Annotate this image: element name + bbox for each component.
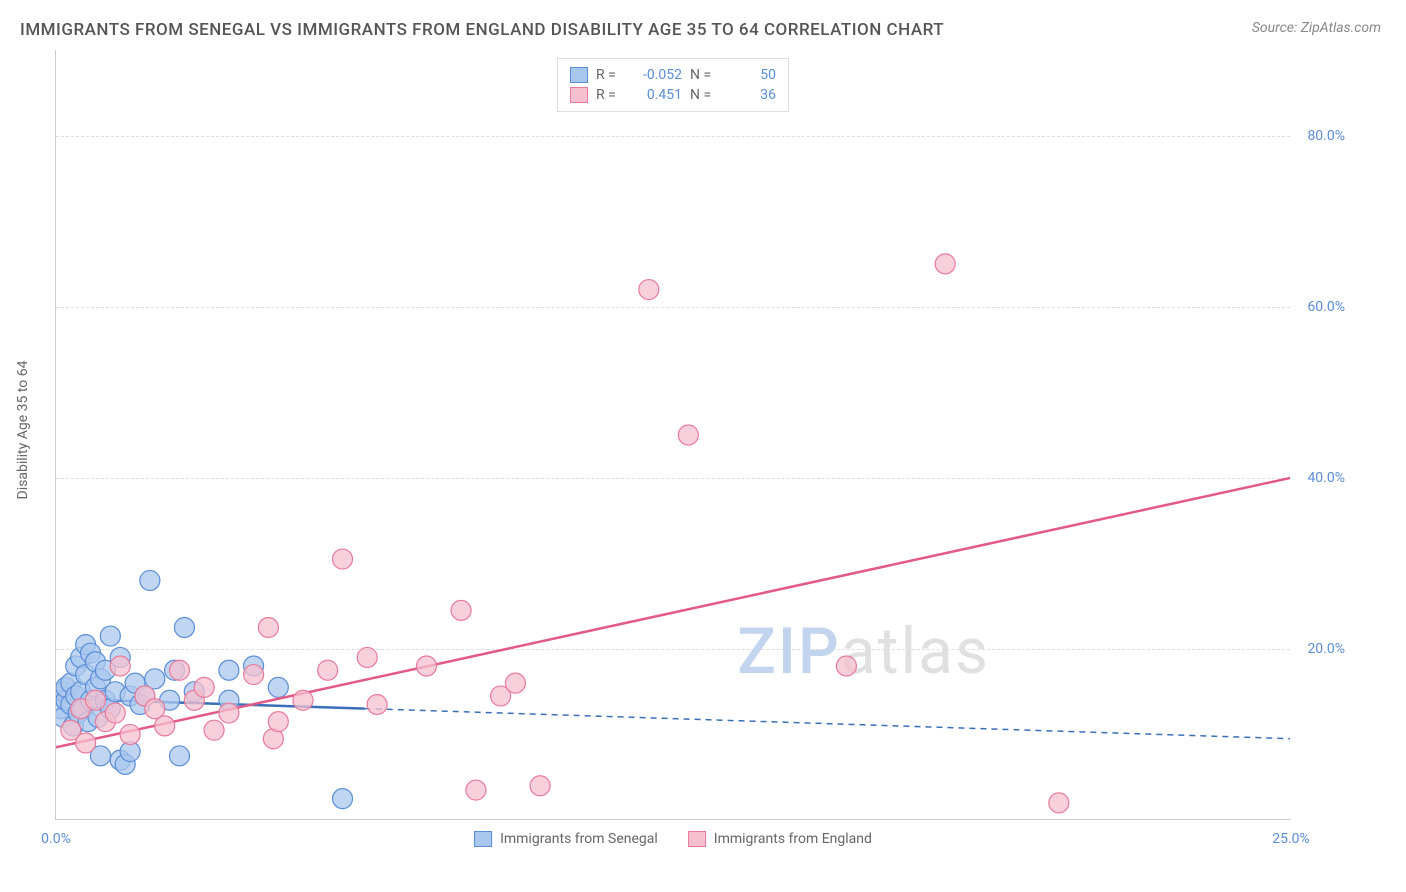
data-point-england [417,656,437,676]
data-point-england [639,280,659,300]
data-point-england [76,733,96,753]
data-point-england [678,425,698,445]
y-tick-label: 40.0% [1307,470,1345,486]
data-point-england [367,695,387,715]
data-point-england [194,677,214,697]
data-point-senegal [268,677,288,697]
legend-swatch-senegal [474,831,492,847]
data-point-senegal [219,660,239,680]
n-label: N = [690,67,718,83]
data-point-senegal [174,618,194,638]
data-point-senegal [140,570,160,590]
data-point-england [219,703,239,723]
source-attribution: Source: ZipAtlas.com [1252,20,1381,36]
data-point-england [244,665,264,685]
trend-line-dashed-senegal [365,709,1290,739]
legend-swatch-england [688,831,706,847]
series-legend-item: Immigrants from England [688,831,872,847]
data-point-england [451,600,471,620]
data-point-england [530,776,550,796]
y-tick-label: 80.0% [1307,128,1345,144]
data-point-england [204,720,224,740]
trend-line-england [56,478,1290,748]
chart-area: Disability Age 35 to 64 ZIPatlas R = -0.… [55,50,1340,820]
correlation-legend-row: R = -0.052 N = 50 [570,65,776,85]
data-point-england [1049,793,1069,813]
y-tick-label: 20.0% [1307,641,1345,657]
r-label: R = [596,87,624,103]
data-point-senegal [100,626,120,646]
legend-swatch-england [570,87,588,103]
x-tick-label: 25.0% [1272,831,1310,847]
data-point-england [357,647,377,667]
data-point-england [120,724,140,744]
data-point-england [105,703,125,723]
r-value: -0.052 [632,67,682,83]
data-point-england [293,690,313,710]
correlation-legend-row: R = 0.451 N = 36 [570,85,776,105]
plot-region: ZIPatlas R = -0.052 N = 50 R = 0.451 N =… [55,50,1290,820]
data-point-england [268,712,288,732]
n-value: 50 [726,67,776,83]
data-point-england [935,254,955,274]
series-legend-item: Immigrants from Senegal [474,831,658,847]
y-axis-label: Disability Age 35 to 64 [15,361,31,500]
data-point-england [170,660,190,680]
x-tick-label: 0.0% [41,831,71,847]
y-tick-label: 60.0% [1307,299,1345,315]
correlation-legend: R = -0.052 N = 50 R = 0.451 N = 36 [557,58,789,112]
chart-svg [56,50,1290,819]
data-point-england [155,716,175,736]
data-point-senegal [170,746,190,766]
data-point-england [86,690,106,710]
chart-title: IMMIGRANTS FROM SENEGAL VS IMMIGRANTS FR… [20,20,944,40]
series-legend-label: Immigrants from England [714,831,872,847]
r-label: R = [596,67,624,83]
n-label: N = [690,87,718,103]
series-legend: Immigrants from Senegal Immigrants from … [474,831,872,847]
data-point-england [466,780,486,800]
n-value: 36 [726,87,776,103]
data-point-england [110,656,130,676]
data-point-england [836,656,856,676]
data-point-england [505,673,525,693]
legend-swatch-senegal [570,67,588,83]
data-point-senegal [333,789,353,809]
r-value: 0.451 [632,87,682,103]
data-point-england [318,660,338,680]
series-legend-label: Immigrants from Senegal [500,831,658,847]
data-point-england [258,618,278,638]
data-point-england [333,549,353,569]
